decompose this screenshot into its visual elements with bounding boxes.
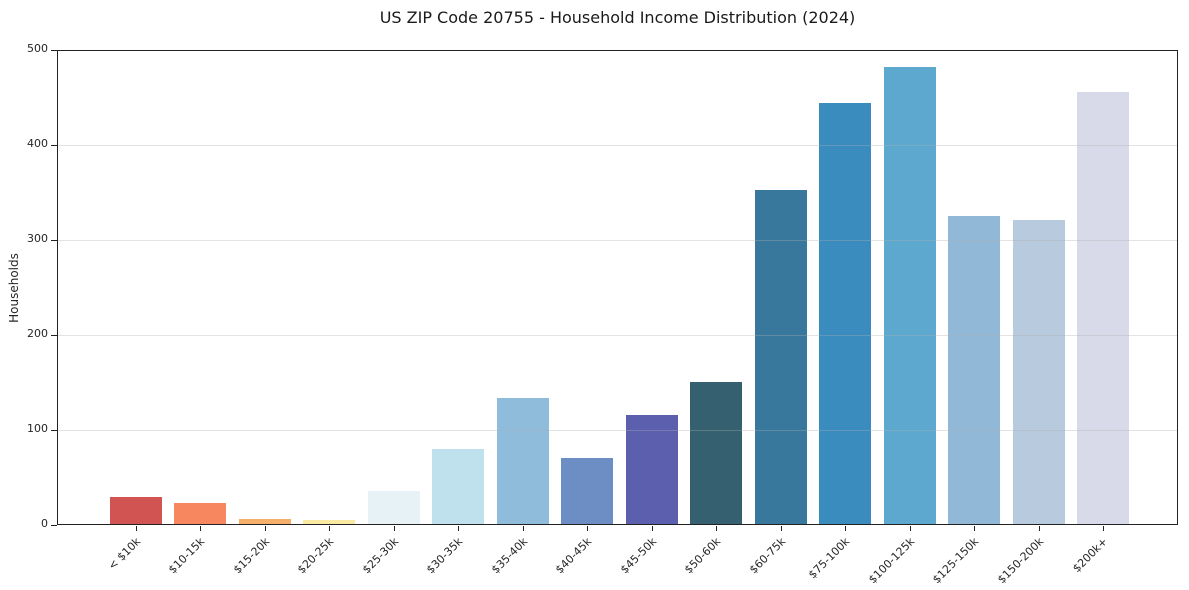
x-tick-mark-12 xyxy=(845,526,846,531)
x-tick-mark-3 xyxy=(264,526,266,531)
y-tick-mark-300 xyxy=(51,239,57,241)
plot-area xyxy=(57,50,1178,525)
x-tick-mark-7 xyxy=(522,526,524,531)
gridline-100 xyxy=(58,430,1177,431)
y-tick-label-300: 300 xyxy=(27,232,48,245)
y-tick-mark-400 xyxy=(51,144,57,146)
y-axis-label-text: Households xyxy=(7,252,22,323)
x-tick-mark-15 xyxy=(1038,526,1040,531)
chart-title: US ZIP Code 20755 - Household Income Dis… xyxy=(379,8,856,27)
y-tick-label-0: 0 xyxy=(41,517,48,530)
bar-2 xyxy=(174,503,226,524)
bar-11 xyxy=(754,189,807,524)
y-tick-mark-100 xyxy=(51,429,57,431)
x-tick-mark-2 xyxy=(200,526,201,531)
x-tick-mark-4 xyxy=(329,526,330,531)
bar-9 xyxy=(625,414,678,524)
x-tick-mark-14 xyxy=(974,526,975,531)
bar-16 xyxy=(1077,91,1129,524)
y-tick-mark-200 xyxy=(51,334,57,336)
y-tick-mark-500 xyxy=(51,49,57,51)
bar-10 xyxy=(690,381,742,524)
bar-12 xyxy=(819,103,871,524)
y-tick-label-100: 100 xyxy=(27,422,48,435)
x-tick-mark-1 xyxy=(135,526,137,531)
gridline-400 xyxy=(58,145,1177,146)
x-tick-mark-9 xyxy=(651,526,653,531)
x-tick-mark-13 xyxy=(909,526,911,531)
x-tick-mark-11 xyxy=(780,526,782,531)
bar-15 xyxy=(1012,220,1065,524)
gridline-300 xyxy=(58,240,1177,241)
x-tick-mark-10 xyxy=(716,526,717,531)
y-tick-mark-0 xyxy=(51,524,57,526)
x-tick-mark-5 xyxy=(393,526,395,531)
gridline-200 xyxy=(58,335,1177,336)
y-axis-label: Households xyxy=(0,50,28,525)
bar-4 xyxy=(303,520,355,524)
y-tick-label-400: 400 xyxy=(27,137,48,150)
x-tick-mark-16 xyxy=(1103,526,1104,531)
bar-1 xyxy=(109,497,162,524)
y-tick-label-500: 500 xyxy=(27,42,48,55)
bar-5 xyxy=(367,490,420,524)
bar-3 xyxy=(238,519,291,524)
bar-8 xyxy=(561,457,613,524)
bar-7 xyxy=(496,397,549,524)
x-tick-label-1: < $10k xyxy=(105,535,143,573)
bar-6 xyxy=(432,448,484,524)
bar-13 xyxy=(883,67,936,524)
y-tick-label-200: 200 xyxy=(27,327,48,340)
bar-14 xyxy=(948,216,1000,524)
x-tick-mark-8 xyxy=(587,526,588,531)
x-tick-mark-6 xyxy=(458,526,459,531)
